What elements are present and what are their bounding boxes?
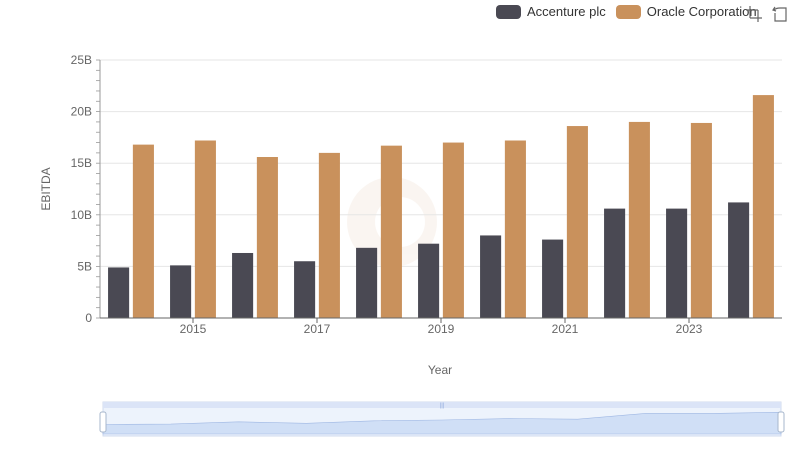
bar-oracle[interactable]	[442, 142, 464, 318]
bars	[108, 95, 774, 319]
bar-oracle[interactable]	[628, 121, 650, 318]
bar-oracle[interactable]	[504, 140, 526, 318]
legend-item-oracle[interactable]: Oracle Corporation	[615, 4, 757, 19]
bar-accenture[interactable]	[232, 252, 254, 318]
y-tick-label: 15B	[71, 156, 92, 170]
x-tick-label: 2015	[180, 322, 207, 336]
y-tick-label: 25B	[71, 53, 92, 67]
bar-accenture[interactable]	[418, 243, 440, 318]
legend-item-accenture[interactable]: Accenture plc	[496, 4, 606, 19]
zoom-select-icon[interactable]	[746, 6, 762, 22]
x-tick-label: 2023	[676, 322, 703, 336]
bar-accenture[interactable]	[108, 267, 130, 318]
bar-accenture[interactable]	[294, 261, 316, 318]
bar-accenture[interactable]	[728, 202, 750, 318]
bar-accenture[interactable]	[666, 208, 688, 318]
bar-oracle[interactable]	[194, 140, 216, 318]
bar-oracle[interactable]	[318, 152, 340, 318]
bar-oracle[interactable]	[566, 126, 588, 318]
legend-swatch-oracle	[615, 4, 641, 19]
y-tick-label: 20B	[71, 105, 92, 119]
bar-oracle[interactable]	[380, 145, 402, 318]
bar-accenture[interactable]	[170, 265, 192, 318]
y-tick-label: 0	[85, 311, 92, 325]
bar-accenture[interactable]	[542, 239, 564, 318]
bar-accenture[interactable]	[480, 235, 502, 318]
y-tick-label: 10B	[71, 208, 92, 222]
slider-preview-area	[102, 411, 782, 435]
toolbox	[746, 6, 788, 22]
legend: Accenture plc Oracle Corporation	[496, 4, 757, 19]
slider-top-bar[interactable]	[103, 402, 781, 408]
data-zoom-slider[interactable]: |||	[99, 401, 785, 437]
bar-accenture[interactable]	[356, 247, 378, 318]
legend-swatch-accenture	[496, 4, 521, 19]
x-tick-label: 2021	[552, 322, 579, 336]
bar-oracle[interactable]	[752, 95, 774, 318]
x-tick-label: 2017	[304, 322, 331, 336]
legend-label-oracle: Oracle Corporation	[646, 4, 757, 19]
x-tick-label: 2019	[428, 322, 455, 336]
bar-oracle[interactable]	[256, 157, 278, 318]
y-axis-title: EBITDA	[39, 167, 53, 210]
bar-accenture[interactable]	[604, 208, 626, 318]
slider-grip-icon: |||	[440, 403, 445, 409]
y-tick-label: 5B	[77, 259, 92, 273]
bar-oracle[interactable]	[132, 144, 154, 318]
bar-oracle[interactable]	[690, 122, 712, 319]
slider-handle-left[interactable]	[99, 411, 107, 433]
axes: 0 5B 10B 15B 20B 25B 2015 2017 2019 2021 2023	[71, 53, 782, 336]
zoom-reset-icon[interactable]	[772, 6, 788, 22]
x-axis-title: Year	[428, 363, 452, 377]
slider-handle-right[interactable]	[777, 411, 785, 433]
legend-label-accenture: Accenture plc	[527, 4, 606, 19]
